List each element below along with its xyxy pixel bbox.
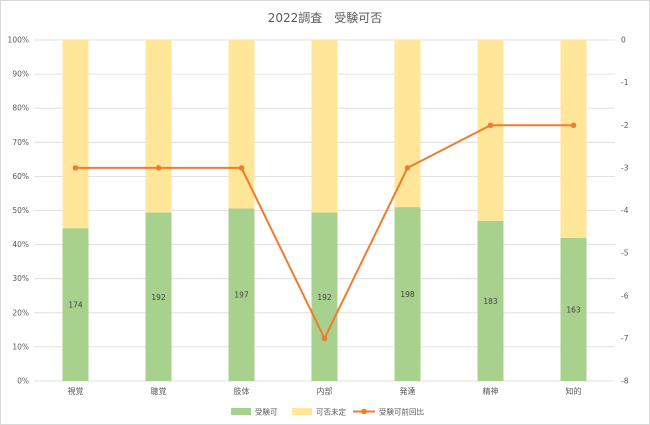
left-tick-label: 100% [8, 36, 29, 45]
legend-label-accepted: 受験可 [255, 407, 278, 417]
left-tick-label: 50% [12, 206, 29, 215]
bar-data-label: 174 [68, 301, 83, 310]
bar-accepted [311, 212, 338, 381]
category-axis: 視覚 聴覚 肢体 内部 発達 精神 知的 [68, 386, 582, 396]
change-point [487, 122, 494, 129]
change-point [404, 165, 411, 171]
left-tick-label: 20% [12, 308, 29, 317]
bar-data-label: 163 [566, 305, 581, 314]
left-tick-label: 30% [12, 274, 29, 283]
right-tick-label: -7 [621, 334, 629, 343]
line-series [72, 122, 577, 342]
left-tick-label: 10% [12, 342, 29, 351]
legend-marker-change [361, 408, 367, 415]
bar-data-label: 192 [151, 293, 166, 302]
right-tick-label: -3 [621, 163, 629, 172]
bar-undecided [228, 40, 255, 209]
category-label: 発達 [400, 386, 416, 396]
left-tick-label: 60% [12, 172, 29, 181]
right-tick-label: -4 [621, 206, 629, 215]
bar-data-label: 198 [400, 290, 415, 299]
legend-label-undecided: 可否未定 [316, 407, 346, 417]
legend-label-change: 受験可前回比 [379, 407, 424, 417]
bars [62, 40, 587, 381]
bar-accepted [477, 220, 504, 381]
change-point [155, 165, 162, 171]
bar-data-label: 197 [234, 291, 249, 300]
bar-accepted [394, 207, 421, 381]
bar-accepted [560, 237, 587, 381]
right-tick-label: -6 [621, 291, 629, 300]
right-tick-label: 0 [621, 36, 626, 45]
bar-accepted [62, 228, 89, 381]
bar-data-label: 183 [483, 297, 498, 306]
bar-data-label: 192 [317, 293, 332, 302]
left-tick-label: 70% [12, 138, 29, 147]
change-point [321, 335, 328, 342]
category-label: 肢体 [234, 386, 250, 396]
right-tick-label: -1 [621, 78, 629, 87]
right-tick-label: -5 [621, 249, 629, 258]
left-tick-label: 80% [12, 104, 29, 113]
bar-accepted [228, 208, 255, 381]
bar-undecided [145, 40, 172, 213]
bar-undecided [394, 40, 421, 208]
category-label: 知的 [566, 386, 582, 396]
legend-swatch-accepted [231, 408, 251, 415]
category-label: 聴覚 [151, 386, 167, 396]
right-tick-label: -2 [621, 121, 629, 130]
legend-swatch-undecided [292, 408, 312, 415]
chart-title: 2022調査 受験可否 [268, 10, 383, 25]
change-point [570, 122, 577, 129]
category-label: 精神 [483, 386, 499, 396]
bar-undecided [62, 40, 89, 229]
left-tick-label: 90% [12, 70, 29, 79]
change-point [238, 165, 245, 171]
data-labels: 174 192 197 192 198 183 163 [68, 290, 581, 314]
category-label: 内部 [317, 386, 333, 396]
legend: 受験可 可否未定 受験可前回比 [231, 407, 424, 417]
right-axis: -8 -7 -6 -5 -4 -3 -2 -1 0 [621, 36, 629, 386]
left-tick-label: 0% [17, 377, 29, 386]
right-tick-label: -8 [621, 377, 629, 386]
change-point [72, 165, 79, 171]
bar-accepted [145, 212, 172, 381]
category-label: 視覚 [68, 386, 84, 396]
left-axis: 0% 10% 20% 30% 40% 50% 60% 70% 80% 90% 100% [8, 36, 29, 386]
bar-undecided [560, 40, 587, 238]
left-tick-label: 40% [12, 240, 29, 249]
bar-undecided [311, 40, 338, 213]
